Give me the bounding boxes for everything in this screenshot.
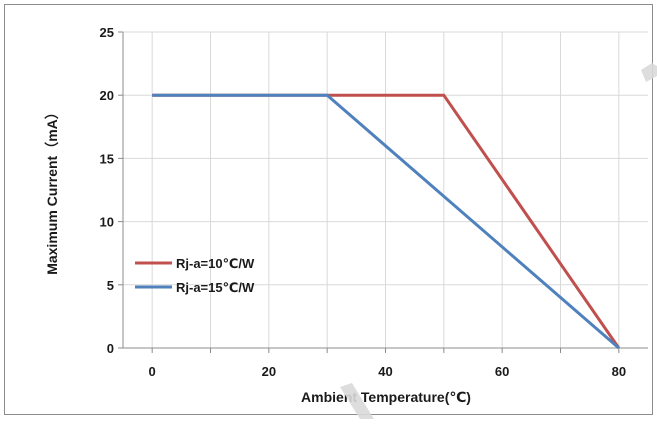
y-tick-label: 25 <box>100 25 114 40</box>
y-tick-label: 0 <box>107 341 114 356</box>
y-axis-title: Maximum Current（mA） <box>44 105 60 275</box>
legend: Rj-a=10℃/W Rj-a=15℃/W <box>135 256 255 295</box>
x-tick-labels: 0 20 40 60 80 <box>149 364 627 379</box>
y-tick-label: 15 <box>100 151 114 166</box>
y-tick-labels: 0 5 10 15 20 25 <box>100 25 114 356</box>
axes <box>118 31 648 353</box>
y-tick-label: 5 <box>107 278 114 293</box>
x-tick-label: 60 <box>495 364 509 379</box>
watermark-streak <box>340 383 374 419</box>
x-tick-label: 20 <box>262 364 276 379</box>
legend-label: Rj-a=10℃/W <box>176 256 255 271</box>
series-line <box>152 93 620 350</box>
y-tick-label: 20 <box>100 88 114 103</box>
series-group <box>152 93 621 350</box>
x-axis-title: Ambient Temperature(℃) <box>301 389 471 405</box>
x-tick-label: 40 <box>378 364 392 379</box>
legend-label: Rj-a=15℃/W <box>176 280 255 295</box>
y-tick-label: 10 <box>100 215 114 230</box>
x-tick-label: 0 <box>149 364 156 379</box>
x-tick-label: 80 <box>612 364 626 379</box>
watermark-streak <box>641 63 657 82</box>
chart-border <box>4 4 653 415</box>
